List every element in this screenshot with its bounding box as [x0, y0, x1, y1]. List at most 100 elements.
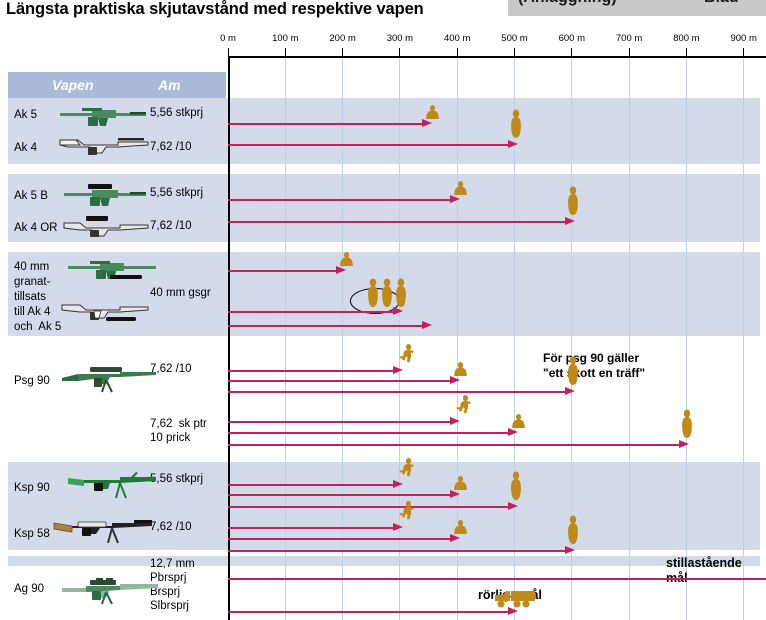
range-arrow-40mm-a	[228, 267, 346, 274]
target-figure-standing	[566, 356, 580, 386]
target-figure-standing	[509, 471, 523, 501]
range-arrow-ksp58-a	[228, 524, 403, 531]
range-arrow-ak5b	[228, 196, 461, 203]
axis-tick-label: 300 m	[386, 33, 414, 44]
range-arrow-psg90-a	[228, 367, 403, 374]
weapon-label-ag90: Ag 90	[14, 583, 45, 595]
note-psg90: För psg 90 gäller "ett skott en träff"	[543, 351, 646, 380]
gridline	[456, 58, 458, 620]
axis-tick	[342, 48, 344, 57]
range-arrow-40mm-c	[228, 322, 432, 329]
range-arrow-ksp58-c	[228, 547, 575, 554]
ammo-label-ag90-4: Slbrsprj	[150, 600, 189, 612]
weapon-label-40mm-line4: till Ak 4	[14, 306, 51, 318]
ammo-label-ksp58: 7,62 /10	[150, 521, 192, 533]
range-arrow-psg90-f	[228, 441, 690, 448]
target-figure-crouching	[425, 105, 440, 120]
row-band-group-6	[8, 556, 760, 566]
target-figure-running	[455, 395, 472, 417]
weapon-label-40mm-line2: granat-	[14, 276, 51, 288]
axis-tick-label: 900 m	[730, 33, 757, 44]
axis-tick-label: 100 m	[272, 33, 299, 44]
gridline	[342, 58, 344, 620]
weapon-icon-ag90	[60, 576, 162, 613]
gridline	[685, 58, 687, 620]
ammo-label-ksp90: 5,56 stkprj	[150, 473, 204, 485]
range-arrow-ksp58-b	[228, 535, 461, 542]
target-figure-standing	[680, 409, 694, 439]
axis-tick-label: 200 m	[329, 33, 356, 44]
range-arrow-ksp90-a	[228, 481, 403, 488]
target-figure-standing	[366, 278, 380, 308]
ammo-label-ak5b: 5,56 stkprj	[150, 187, 204, 199]
target-figure-crouching	[453, 181, 468, 196]
ammo-label-ag90-3: Brsprj	[150, 586, 181, 598]
weapon-icon-psg90	[60, 362, 160, 401]
range-arrow-ak4or	[228, 218, 575, 225]
ammo-label-40mm: 40 mm gsgr	[150, 287, 211, 299]
target-figure-crouching	[453, 362, 468, 377]
target-figure-standing	[394, 278, 408, 308]
gridline	[571, 58, 573, 620]
target-figure-crouching	[453, 476, 468, 491]
range-arrow-ksp90-b	[228, 491, 461, 498]
gridline	[743, 58, 745, 620]
table-header-band	[8, 72, 226, 98]
weapon-label-psg90: Psg 90	[14, 375, 50, 387]
gridline	[399, 58, 401, 620]
page-title: Längsta praktiska skjutavstånd med respe…	[6, 0, 424, 18]
row-band-group-1	[8, 98, 760, 164]
weapon-icon-ak5	[58, 104, 148, 133]
axis-tick	[514, 48, 515, 57]
weapon-label-ak5b: Ak 5 B	[14, 190, 48, 202]
weapon-label-ak4: Ak 4	[14, 142, 38, 154]
ammo-label-ak4: 7,62 /10	[150, 141, 192, 153]
axis-tick	[227, 48, 229, 57]
axis-tick-label: 800 m	[673, 33, 700, 44]
weapon-label-40mm-line5: och Ak 5	[14, 321, 62, 333]
row-band-group-2	[8, 174, 760, 242]
legend-stillastaende: stillastående mål	[666, 556, 742, 585]
axis-horizontal-line	[228, 56, 766, 58]
column-header-ammo: Am	[158, 77, 181, 93]
target-figure-standing	[566, 515, 580, 545]
range-arrow-40mm-b	[228, 308, 403, 315]
column-header-weapon: Vapen	[52, 77, 94, 93]
axis-tick-label: 0 m	[220, 33, 236, 44]
axis-tick	[571, 48, 573, 57]
target-figure-standing	[509, 109, 523, 139]
range-arrow-psg90-d	[228, 418, 461, 425]
axis-tick-label: 500 m	[501, 33, 528, 44]
target-figure-running	[398, 344, 415, 366]
weapon-label-ak4or: Ak 4 OR	[14, 222, 58, 234]
gridline	[514, 58, 515, 620]
target-figure-crouching	[453, 520, 468, 535]
weapon-icon-ksp58	[52, 516, 156, 553]
weapon-icon-ak5b	[62, 182, 148, 215]
weapon-label-ksp90: Ksp 90	[14, 482, 50, 494]
gridline	[628, 58, 630, 620]
range-arrow-ag90-stationary	[228, 578, 766, 580]
axis-tick	[628, 48, 630, 57]
weapon-icon-ak4	[58, 134, 150, 163]
axis-tick	[685, 48, 687, 57]
weapon-icon-ak4or	[62, 214, 150, 245]
target-figure-standing	[566, 186, 580, 216]
ammo-label-psg90-3: 10 prick	[150, 432, 191, 444]
ammo-label-ak4or: 7,62 /10	[150, 220, 192, 232]
ammo-label-ag90-2: Pbrsprj	[150, 572, 187, 584]
weapon-label-40mm-line3: tillsats	[14, 291, 46, 303]
corner-header-left: (Anläggning)	[518, 0, 617, 7]
range-arrow-ksp90-c	[228, 503, 517, 510]
target-figure-standing	[380, 278, 394, 308]
target-figure-truck	[493, 589, 537, 609]
range-arrow-psg90-e	[228, 429, 517, 436]
ammo-label-psg90-2: 7,62 sk ptr	[150, 418, 207, 430]
weapon-label-40mm-line1: 40 mm	[14, 261, 50, 273]
range-arrow-ak5	[228, 120, 432, 127]
axis-tick-label: 700 m	[615, 33, 643, 44]
axis-tick	[284, 48, 286, 57]
axis-tick	[456, 48, 458, 57]
weapon-label-ksp58: Ksp 58	[14, 528, 50, 540]
